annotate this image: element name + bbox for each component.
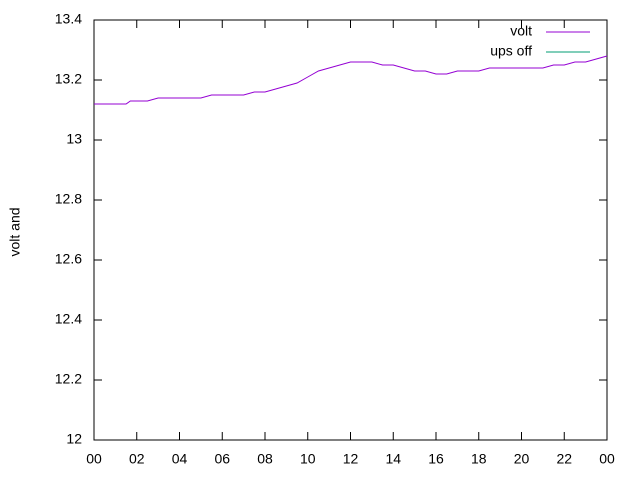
x-tick-label: 04 xyxy=(172,451,188,467)
series-line xyxy=(94,55,608,105)
y-tick-label: 12.2 xyxy=(55,371,82,387)
x-tick-label: 10 xyxy=(300,451,316,467)
y-tick-label: 13.2 xyxy=(55,71,82,87)
x-tick-label: 16 xyxy=(428,451,444,467)
y-tick-label: 12.4 xyxy=(55,311,82,327)
x-tick-label: 12 xyxy=(343,451,359,467)
x-tick-label: 02 xyxy=(129,451,145,467)
plot-border xyxy=(93,19,608,441)
x-tick-label: 20 xyxy=(514,451,530,467)
y-tick-label: 13 xyxy=(66,131,82,147)
x-tick-label: 06 xyxy=(214,451,230,467)
x-tick-label: 00 xyxy=(86,451,102,467)
y-tick-label: 12.6 xyxy=(55,251,82,267)
x-tick-label: 14 xyxy=(385,451,401,467)
y-tick-label: 12 xyxy=(66,431,82,447)
x-tick-label: 08 xyxy=(257,451,273,467)
x-tick-label: 22 xyxy=(556,451,572,467)
legend-label: ups off xyxy=(490,43,532,59)
y-tick-label: 12.8 xyxy=(55,191,82,207)
y-tick-label: 13.4 xyxy=(55,11,82,27)
y-axis-label: volt and xyxy=(7,207,23,256)
x-tick-label: 18 xyxy=(471,451,487,467)
x-tick-label: 00 xyxy=(599,451,615,467)
legend-label: volt xyxy=(510,23,532,39)
